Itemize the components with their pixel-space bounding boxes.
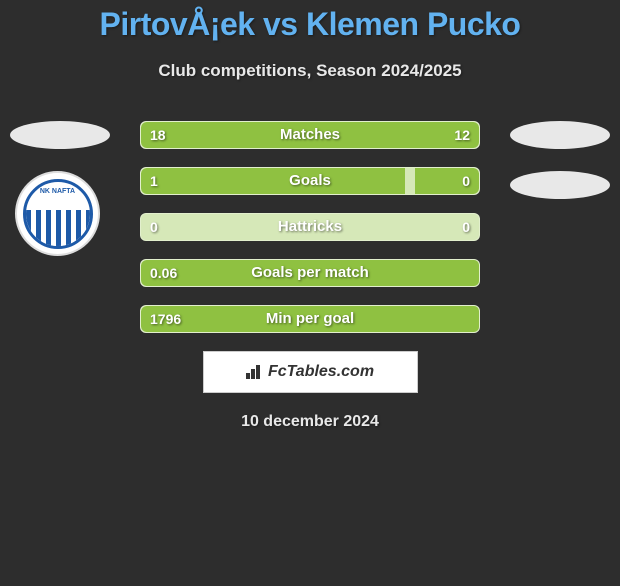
club-left-logo: NK NAFTA <box>15 171 100 256</box>
chart-bars-icon <box>246 365 264 379</box>
stat-label: Hattricks <box>140 213 480 241</box>
stat-row: 1Goals0 <box>140 167 480 195</box>
stat-row: 0.06Goals per match <box>140 259 480 287</box>
player-right-placeholder <box>510 121 610 149</box>
club-right-placeholder <box>510 171 610 199</box>
club-left-name: NK NAFTA <box>26 188 90 195</box>
stat-value-right: 12 <box>454 121 470 149</box>
stat-label: Goals per match <box>140 259 480 287</box>
stat-label: Matches <box>140 121 480 149</box>
page-title: PirtovÅ¡ek vs Klemen Pucko <box>0 6 620 43</box>
subtitle: Club competitions, Season 2024/2025 <box>0 61 620 81</box>
team-right-column <box>510 121 610 221</box>
stat-bars: 18Matches121Goals00Hattricks00.06Goals p… <box>140 121 480 333</box>
stat-label: Goals <box>140 167 480 195</box>
player-left-placeholder <box>10 121 110 149</box>
comparison-content: NK NAFTA 18Matches121Goals00Hattricks00.… <box>0 121 620 431</box>
stat-value-right: 0 <box>462 167 470 195</box>
branding-box[interactable]: FcTables.com <box>203 351 418 393</box>
date-text: 10 december 2024 <box>0 413 620 431</box>
stat-row: 1796Min per goal <box>140 305 480 333</box>
branding-text: FcTables.com <box>246 363 374 381</box>
stat-value-right: 0 <box>462 213 470 241</box>
branding-label: FcTables.com <box>268 363 374 381</box>
stat-row: 0Hattricks0 <box>140 213 480 241</box>
stat-label: Min per goal <box>140 305 480 333</box>
team-left-column: NK NAFTA <box>10 121 110 256</box>
stat-row: 18Matches12 <box>140 121 480 149</box>
